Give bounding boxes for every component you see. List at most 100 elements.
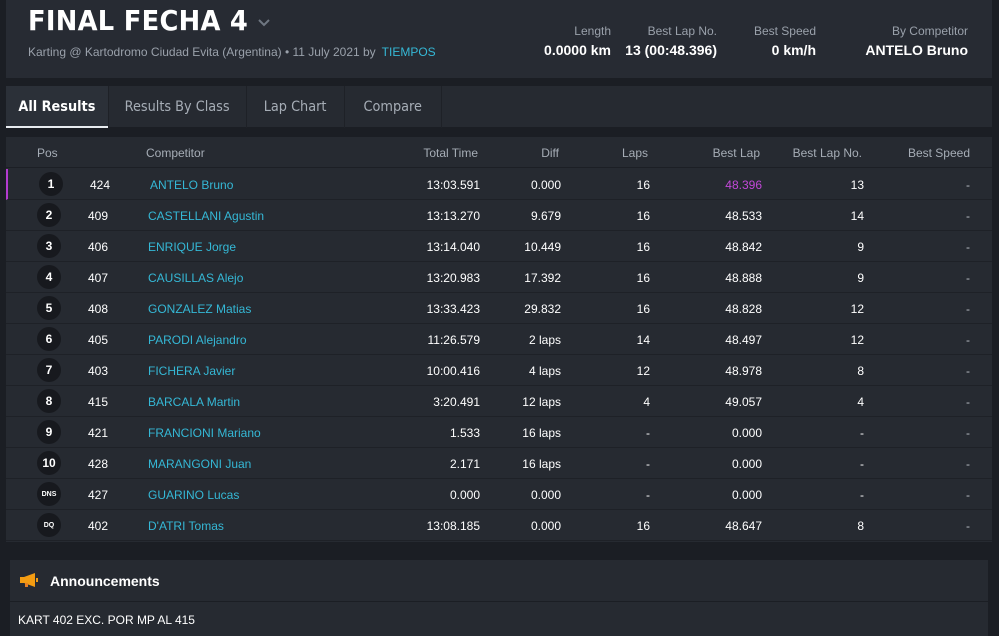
competitor-name[interactable]: GUARINO Lucas <box>148 488 240 502</box>
competitor-name[interactable]: ENRIQUE Jorge <box>148 240 237 254</box>
col-header-pos[interactable]: Pos <box>37 146 58 160</box>
col-header-best-lap[interactable]: Best Lap <box>712 146 760 160</box>
best-lap-no: 4 <box>857 395 864 409</box>
best-lap-no: 9 <box>857 271 864 285</box>
laps: 14 <box>636 333 650 347</box>
diff: 17.392 <box>524 271 561 285</box>
stat-best-lap-no: Best Lap No. 13 (00:48.396) <box>625 24 717 58</box>
laps: - <box>646 426 650 440</box>
table-row[interactable]: 10 428 MARANGONI Juan 2.171 16 laps - 0.000 - - <box>6 448 992 479</box>
total-time: 13:14.040 <box>426 240 480 254</box>
stat-value: 0 km/h <box>771 42 816 58</box>
table-row[interactable]: 9 421 FRANCIONI Mariano 1.533 16 laps - 0.000 -… <box>6 417 992 448</box>
table-row[interactable]: 4 407 CAUSILLAS Alejo 13:20.983 17.392 16 48.8… <box>6 262 992 293</box>
col-header-laps[interactable]: Laps <box>621 146 648 160</box>
tab-results-by-class[interactable]: Results By Class <box>109 86 247 128</box>
competitor-name[interactable]: MARANGONI Juan <box>148 457 252 471</box>
kart-number: 424 <box>90 178 111 192</box>
best-speed: - <box>966 240 970 254</box>
organizer-link[interactable]: TIEMPOS <box>381 45 436 59</box>
table-row[interactable]: 2 409 CASTELLANI Agustin 13:13.270 9.679 16 48… <box>6 200 992 231</box>
kart-number: 428 <box>88 457 109 471</box>
best-lap-no: 8 <box>857 519 864 533</box>
tab-label: Results By Class <box>124 99 231 115</box>
best-lap-no: 12 <box>850 333 864 347</box>
total-time: 13:33.423 <box>426 302 480 316</box>
best-lap: 48.396 <box>725 178 762 192</box>
results-table: Pos Competitor Total Time Diff Laps Best… <box>6 137 992 542</box>
best-speed: - <box>966 426 970 440</box>
kart-number: 409 <box>88 209 109 223</box>
laps: - <box>646 457 650 471</box>
position-badge: 3 <box>37 234 61 258</box>
stat-by-competitor: By Competitor ANTELO Bruno <box>865 24 968 58</box>
position-badge: 7 <box>37 358 61 382</box>
competitor-name[interactable]: D'ATRI Tomas <box>148 519 224 533</box>
best-lap: 48.978 <box>725 364 762 378</box>
best-lap-no: - <box>860 426 864 440</box>
competitor-name[interactable]: ANTELO Bruno <box>150 178 234 192</box>
diff: 0.000 <box>530 519 561 533</box>
laps: 4 <box>643 395 650 409</box>
total-time: 10:00.416 <box>426 364 480 378</box>
competitor-name[interactable]: FRANCIONI Mariano <box>148 426 261 440</box>
chevron-down-icon[interactable] <box>257 16 271 30</box>
stat-value: 13 (00:48.396) <box>625 42 717 58</box>
stat-label: Best Lap No. <box>647 24 717 38</box>
col-header-best-lap-no[interactable]: Best Lap No. <box>792 146 862 160</box>
competitor-name[interactable]: GONZALEZ Matias <box>148 302 252 316</box>
laps: 16 <box>636 178 650 192</box>
best-lap: 48.828 <box>725 302 762 316</box>
best-speed: - <box>966 302 970 316</box>
table-row[interactable]: 3 406 ENRIQUE Jorge 13:14.040 10.449 16 48.842… <box>6 231 992 262</box>
best-lap-no: - <box>860 457 864 471</box>
col-header-diff[interactable]: Diff <box>541 146 559 160</box>
col-header-best-speed[interactable]: Best Speed <box>907 146 970 160</box>
kart-number: 407 <box>88 271 109 285</box>
table-row[interactable]: 5 408 GONZALEZ Matias 13:33.423 29.832 16 48.8… <box>6 293 992 324</box>
best-speed: - <box>966 364 970 378</box>
kart-number: 406 <box>88 240 109 254</box>
best-lap: 0.000 <box>731 426 762 440</box>
tab-compare[interactable]: Compare <box>345 86 442 128</box>
best-lap-no: 9 <box>857 240 864 254</box>
best-lap: 48.888 <box>725 271 762 285</box>
stat-value: ANTELO Bruno <box>865 42 968 58</box>
tab-all-results[interactable]: All Results <box>6 86 109 128</box>
total-time: 13:13.270 <box>426 209 480 223</box>
total-time: 1.533 <box>449 426 480 440</box>
table-row[interactable]: 1 424 ANTELO Bruno 13:03.591 0.000 16 48.396 13… <box>6 169 992 200</box>
announcements-header: Announcements <box>10 560 988 602</box>
stat-label: By Competitor <box>891 24 968 38</box>
table-row[interactable]: DNS 427 GUARINO Lucas 0.000 0.000 - 0.000 - - <box>6 479 992 510</box>
event-header: FINAL FECHA 4 Karting @ Kartodromo Ciuda… <box>6 0 992 78</box>
position-badge: 10 <box>37 451 61 475</box>
competitor-name[interactable]: BARCALA Martin <box>148 395 241 409</box>
laps: 16 <box>636 209 650 223</box>
total-time: 13:03.591 <box>426 178 480 192</box>
position-badge: 1 <box>39 172 63 196</box>
table-row[interactable]: DQ 402 D'ATRI Tomas 13:08.185 0.000 16 48.647 8… <box>6 510 992 541</box>
table-row[interactable]: 7 403 FICHERA Javier 10:00.416 4 laps 12 48.97… <box>6 355 992 386</box>
competitor-name[interactable]: CAUSILLAS Alejo <box>148 271 244 285</box>
laps: 16 <box>636 240 650 254</box>
competitor-name[interactable]: FICHERA Javier <box>148 364 236 378</box>
total-time: 11:26.579 <box>427 333 481 347</box>
stat-length: Length 0.0000 km <box>544 24 611 58</box>
diff: 10.449 <box>524 240 561 254</box>
col-header-total-time[interactable]: Total Time <box>423 146 478 160</box>
competitor-name[interactable]: CASTELLANI Agustin <box>148 209 265 223</box>
laps: 16 <box>636 519 650 533</box>
best-lap-no: 12 <box>850 302 864 316</box>
event-details: Karting @ Kartodromo Ciudad Evita (Argen… <box>28 45 376 59</box>
best-lap: 48.497 <box>725 333 762 347</box>
title-row[interactable]: FINAL FECHA 4 <box>28 4 271 37</box>
col-header-competitor[interactable]: Competitor <box>146 146 205 160</box>
table-row[interactable]: 8 415 BARCALA Martin 3:20.491 12 laps 4 49.057… <box>6 386 992 417</box>
best-lap: 48.533 <box>725 209 762 223</box>
tab-lap-chart[interactable]: Lap Chart <box>247 86 345 128</box>
table-row[interactable]: 6 405 PARODI Alejandro 11:26.579 2 laps 14 48.… <box>6 324 992 355</box>
laps: 12 <box>636 364 650 378</box>
competitor-name[interactable]: PARODI Alejandro <box>148 333 247 347</box>
position-badge: 2 <box>37 203 61 227</box>
